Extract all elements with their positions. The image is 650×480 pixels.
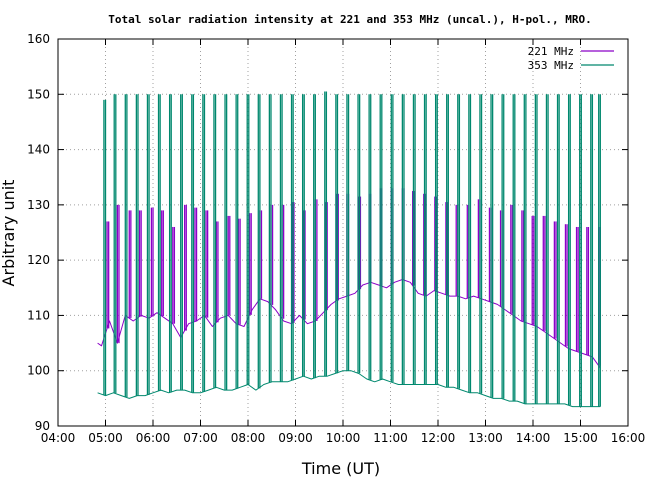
x-tick-label: 07:00 [183,431,218,445]
x-tick-label: 12:00 [421,431,456,445]
y-tick-label: 150 [27,87,50,101]
x-tick-label: 06:00 [136,431,171,445]
x-tick-label: 09:00 [278,431,313,445]
x-tick-label: 16:00 [611,431,646,445]
y-tick-label: 120 [27,253,50,267]
x-tick-label: 04:00 [41,431,76,445]
series-layer [97,91,601,408]
x-tick-label: 08:00 [231,431,266,445]
y-tick-label: 130 [27,198,50,212]
x-tick-label: 15:00 [563,431,598,445]
legend-label: 353 MHz [528,59,574,72]
series-353-mhz [97,91,601,408]
y-axis-label: Arbitrary unit [0,180,18,287]
y-tick-label: 100 [27,364,50,378]
y-tick-label: 110 [27,308,50,322]
x-tick-label: 13:00 [468,431,503,445]
legend-label: 221 MHz [528,45,574,58]
x-tick-label: 05:00 [88,431,123,445]
y-tick-label: 160 [27,32,50,46]
x-axis-label: Time (UT) [301,459,380,478]
plot-frame [57,38,629,427]
chart-title: Total solar radiation intensity at 221 a… [108,13,591,26]
x-tick-label: 14:00 [516,431,551,445]
x-tick-label: 11:00 [373,431,408,445]
x-tick-label: 10:00 [326,431,361,445]
y-tick-label: 140 [27,143,50,157]
axes: 04:00 05:00 06:00 07:00 08:00 09:00 10:00 11:00… [27,32,645,445]
grid [58,39,628,426]
series-line [97,370,601,408]
y-tick-label: 90 [35,419,50,433]
